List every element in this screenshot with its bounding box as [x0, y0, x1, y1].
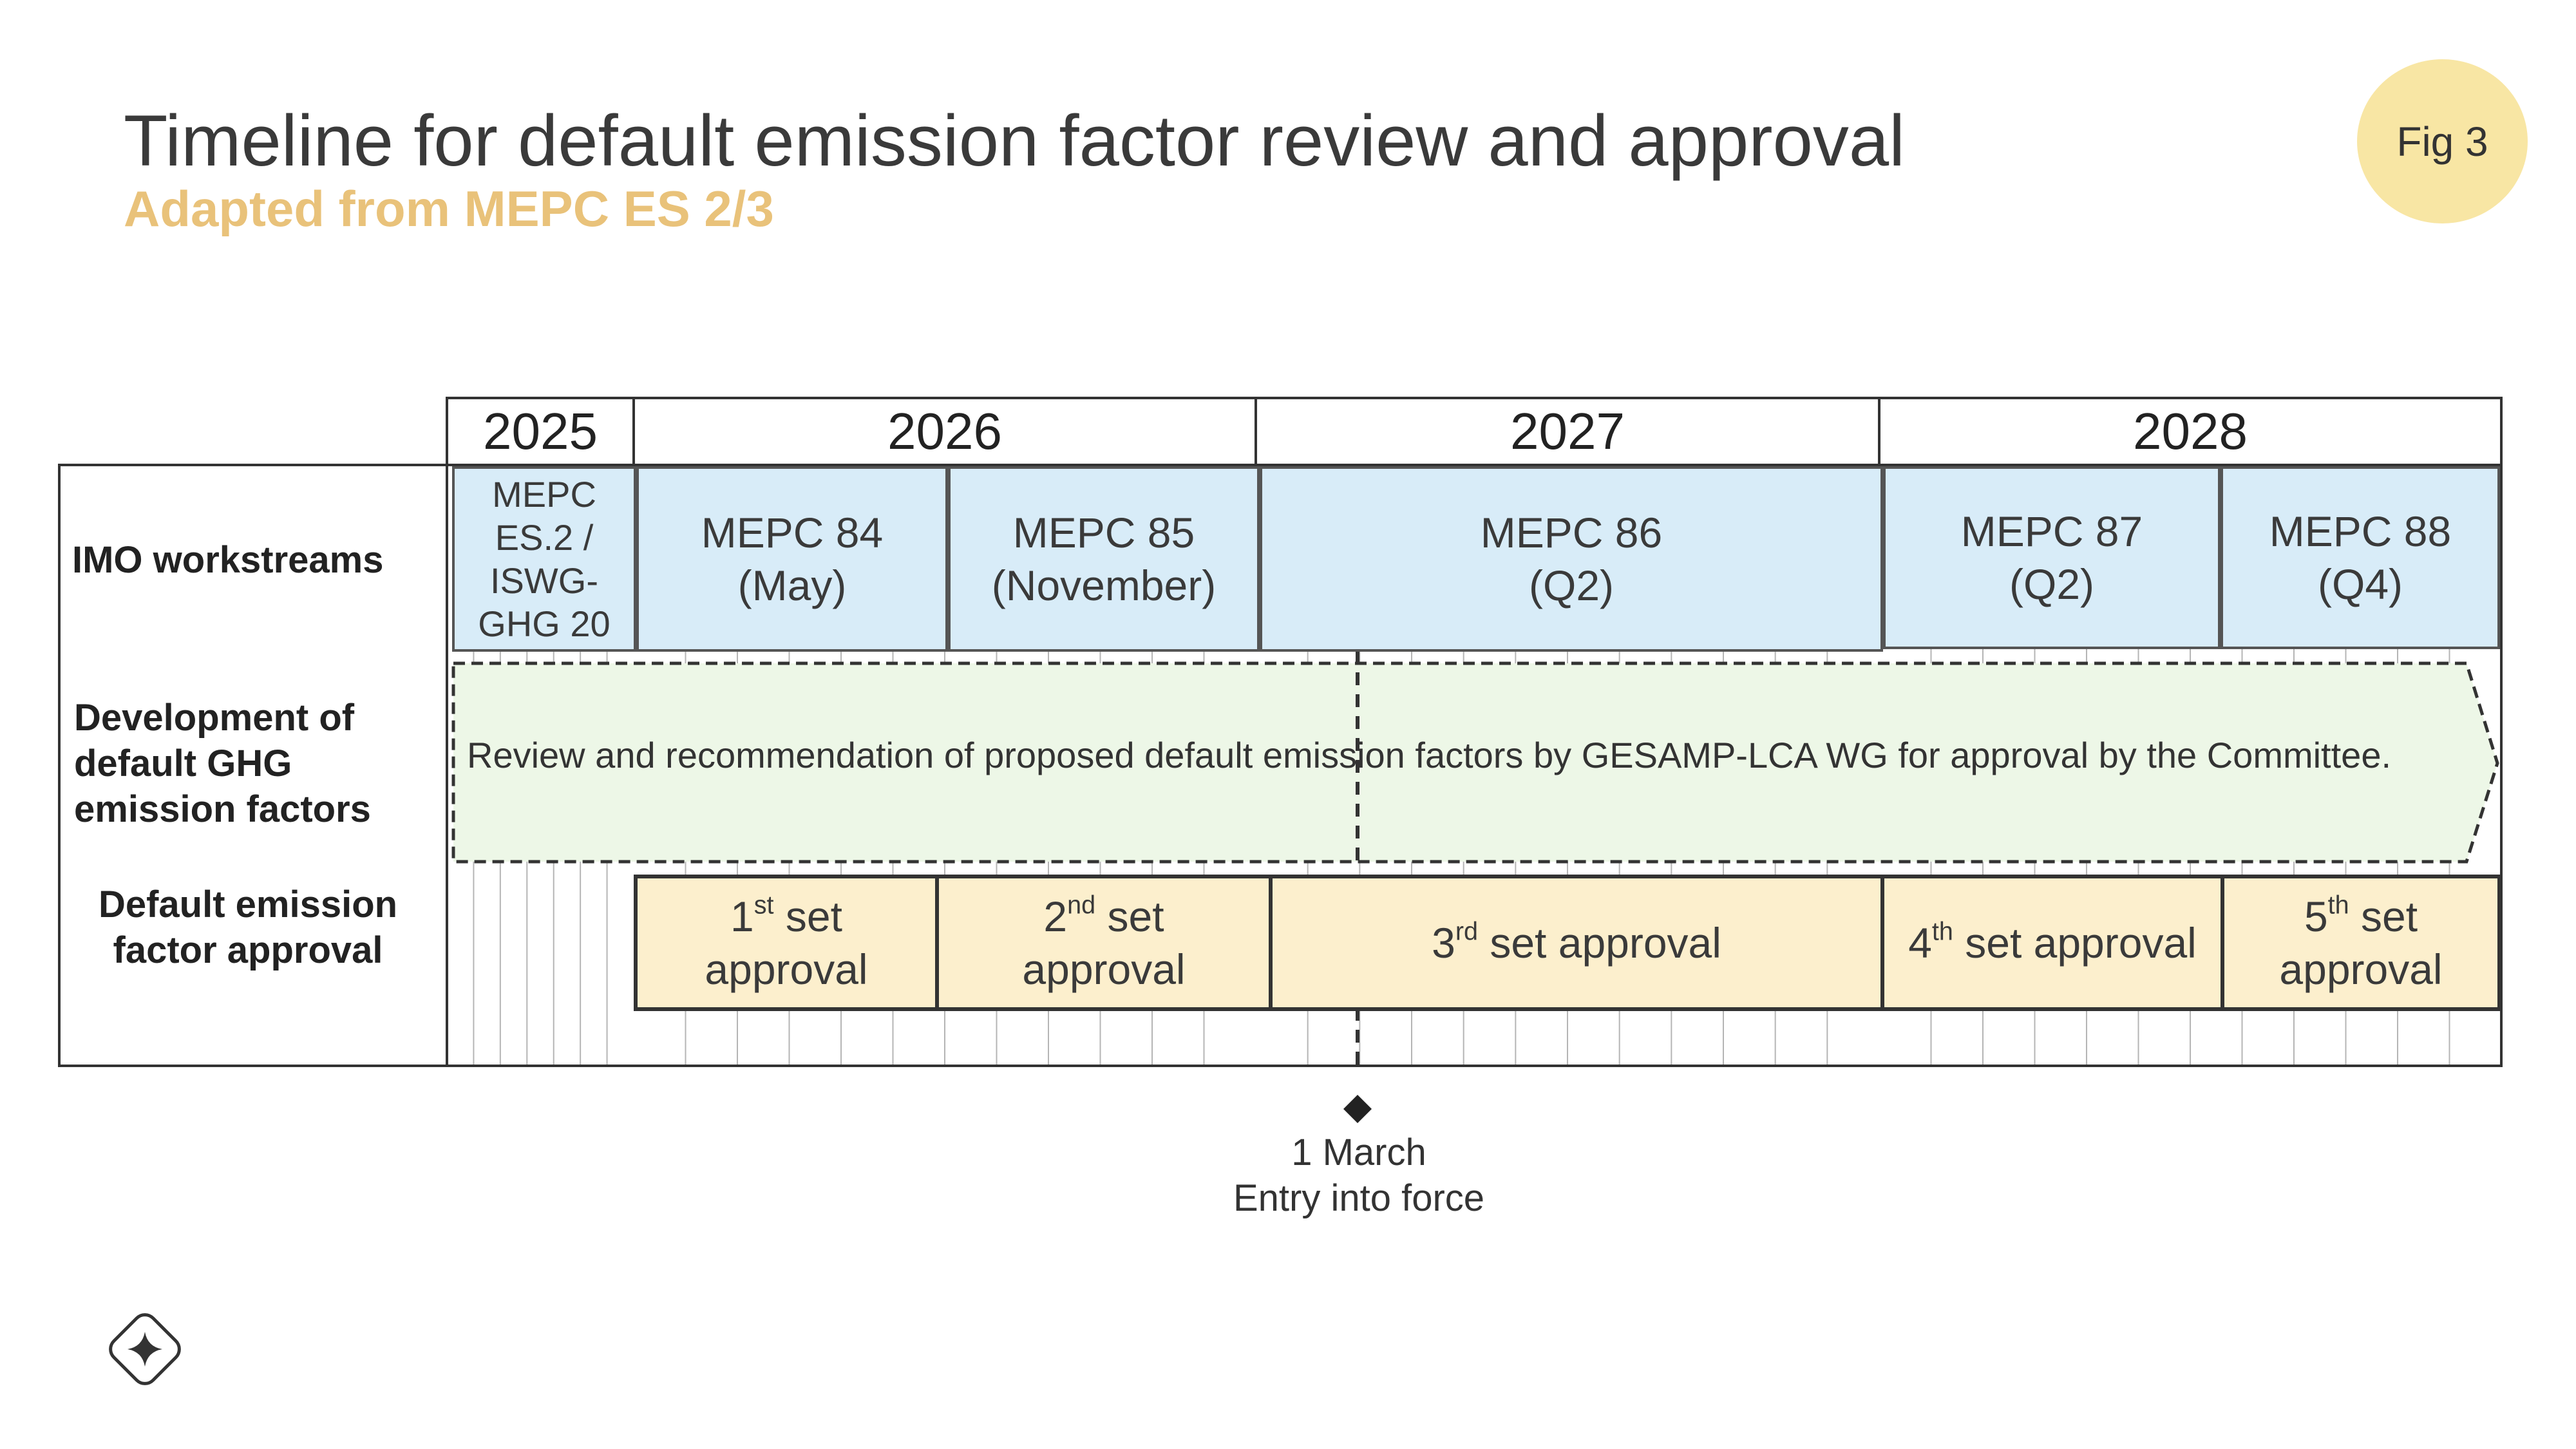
year-2028: 2028	[2133, 402, 2248, 460]
approval-title: 4th set approval	[1908, 917, 2197, 967]
workstream-mepc-84: MEPC 84 (May)	[636, 466, 948, 652]
milestone-date: 1 March	[1291, 1132, 1426, 1173]
approval-set-2: 2nd set approval	[935, 875, 1273, 1011]
workstream-mepc-86: MEPC 86 (Q2)	[1260, 466, 1883, 652]
workstream-date: (Q4)	[2318, 560, 2403, 608]
approval-subtitle: approval	[705, 945, 868, 993]
year-header-frame	[446, 397, 2503, 466]
sparkle-logo-icon	[109, 1313, 181, 1385]
workstream-mepc-87: MEPC 87 (Q2)	[1883, 466, 2221, 649]
year-2027: 2027	[1510, 402, 1625, 460]
approval-set-5: 5th set approval	[2221, 875, 2501, 1011]
workstream-date: (May)	[737, 562, 847, 609]
milestone-description: Entry into force	[1233, 1177, 1485, 1219]
workstream-date: (Q2)	[2009, 560, 2094, 608]
workstream-label: MEPC 88	[2269, 507, 2452, 555]
workstream-mepc-88: MEPC 88 (Q4)	[2221, 466, 2500, 649]
approval-title: 2nd set	[1043, 890, 1164, 940]
development-arrow	[451, 661, 2499, 864]
milestone-diamond-icon	[1343, 1095, 1372, 1123]
row-label-approval: Default emission factor approval	[98, 884, 398, 971]
year-2025: 2025	[483, 402, 598, 460]
workstream-label: ES.2 /	[495, 516, 594, 558]
workstream-label: MEPC 86	[1480, 508, 1663, 556]
approval-subtitle: approval	[2279, 945, 2443, 993]
page-title: Timeline for default emission factor rev…	[124, 100, 1906, 181]
workstream-date: (Q2)	[1529, 562, 1614, 609]
workstream-mepc-85: MEPC 85 (November)	[948, 466, 1260, 652]
workstream-mepc-es2: MEPC ES.2 / ISWG- GHG 20	[452, 466, 636, 652]
milestone-label: 1 March Entry into force	[1166, 1130, 1552, 1222]
approval-subtitle: approval	[1022, 945, 1186, 993]
workstream-date: (November)	[991, 562, 1217, 609]
year-2026: 2026	[887, 402, 1002, 460]
figure-badge-label: Fig 3	[2396, 118, 2488, 165]
approval-title: 5th set	[2304, 890, 2418, 940]
approval-set-3: 3rd set approval	[1269, 875, 1884, 1011]
approval-title: 1st set	[730, 890, 842, 940]
workstream-label: MEPC 85	[1012, 508, 1195, 556]
figure-badge: Fig 3	[2357, 59, 2528, 223]
row-label-development: Development of default GHG emission fact…	[74, 697, 371, 830]
workstream-label: GHG 20	[478, 603, 611, 645]
page-subtitle: Adapted from MEPC ES 2/3	[124, 180, 774, 237]
approval-set-1: 1st set approval	[634, 875, 939, 1011]
row-label-imo-workstreams: IMO workstreams	[72, 539, 384, 581]
workstream-label: MEPC	[492, 473, 596, 515]
development-description: Review and recommendation of proposed de…	[467, 735, 2392, 775]
approval-set-4: 4th set approval	[1880, 875, 2224, 1011]
workstream-label: ISWG-	[490, 560, 598, 601]
workstream-label: MEPC 84	[701, 508, 884, 556]
approval-title: 3rd set approval	[1432, 917, 1721, 967]
workstream-label: MEPC 87	[1960, 507, 2143, 555]
